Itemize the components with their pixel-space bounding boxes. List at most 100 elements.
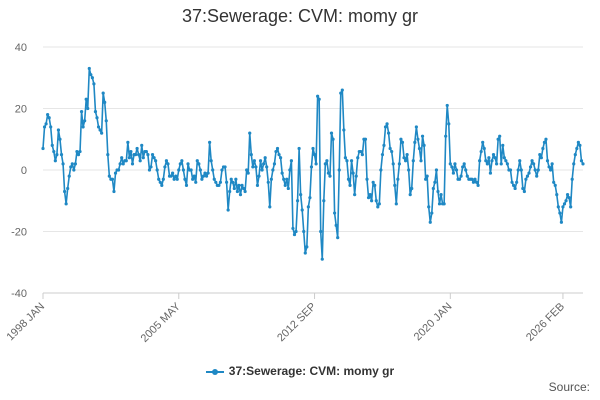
data-point (206, 171, 210, 175)
data-point (559, 220, 564, 224)
x-tick-label: 2005 MAY (139, 300, 184, 345)
data-point (385, 122, 389, 126)
data-point (246, 171, 250, 175)
data-point (562, 202, 567, 206)
data-point (419, 159, 423, 163)
x-tick-label: 2026 FEB (524, 301, 567, 344)
data-point (394, 202, 398, 206)
data-point (258, 159, 263, 163)
data-point (453, 162, 457, 166)
data-point (487, 156, 491, 160)
data-point (371, 180, 375, 184)
data-point (203, 171, 207, 175)
data-point (169, 174, 173, 178)
data-point (160, 183, 164, 187)
data-point (61, 162, 65, 166)
legend[interactable]: 37:Sewerage: CVM: momy gr (0, 364, 600, 378)
data-point (78, 149, 82, 154)
data-point (461, 165, 465, 169)
data-point (223, 165, 227, 169)
data-point (434, 168, 439, 172)
data-point (510, 180, 514, 184)
data-point (295, 199, 300, 203)
data-point (191, 177, 195, 181)
data-point (473, 177, 477, 181)
data-point (90, 76, 94, 80)
data-point (288, 168, 292, 172)
data-point (95, 116, 99, 120)
data-point (410, 186, 414, 191)
data-point (329, 131, 334, 135)
data-point (271, 168, 275, 172)
data-point (437, 202, 442, 206)
data-point (462, 162, 466, 166)
data-point (333, 211, 337, 215)
data-point (511, 183, 516, 187)
data-point (58, 137, 62, 141)
data-point (291, 226, 295, 231)
data-point (411, 159, 415, 163)
data-point (76, 153, 81, 157)
data-point (482, 146, 486, 151)
data-point (536, 168, 540, 172)
data-point (382, 143, 386, 147)
data-point (100, 131, 104, 135)
data-point (263, 156, 267, 160)
data-point (427, 205, 431, 209)
y-axis: 40 20 0 -20 -40 (11, 42, 27, 300)
data-point (129, 149, 133, 154)
data-point (521, 186, 525, 191)
data-point (416, 137, 420, 141)
data-point (275, 146, 280, 151)
data-point (488, 171, 493, 175)
data-point (268, 205, 272, 209)
data-point (470, 177, 474, 181)
chart-title: 37:Sewerage: CVM: momy gr (181, 6, 419, 26)
data-point (140, 143, 144, 147)
data-point (576, 140, 580, 144)
data-point (498, 134, 502, 138)
data-point (305, 245, 309, 249)
data-point (232, 186, 236, 191)
data-point (69, 165, 73, 169)
data-point (59, 153, 64, 157)
data-point (396, 177, 400, 181)
data-point (433, 180, 437, 184)
data-point (299, 193, 303, 197)
data-point (370, 199, 374, 203)
data-point (96, 125, 101, 129)
data-point (309, 165, 314, 169)
data-point (326, 171, 331, 175)
data-point (496, 137, 500, 141)
y-tick-label: -20 (11, 227, 27, 239)
data-point (366, 196, 371, 200)
data-point (155, 168, 159, 172)
data-point (485, 162, 489, 166)
data-point (285, 177, 289, 181)
data-point (439, 193, 443, 197)
data-point (393, 183, 397, 187)
data-point (98, 128, 102, 132)
data-point (46, 113, 50, 117)
data-point (431, 186, 435, 191)
data-point (542, 140, 547, 144)
data-point (174, 174, 178, 178)
legend-marker-icon (205, 368, 224, 375)
data-point (519, 168, 523, 172)
data-point (319, 229, 323, 234)
data-point (317, 97, 321, 101)
data-point (217, 183, 221, 187)
data-point (541, 146, 545, 151)
data-point (231, 180, 235, 184)
data-point (252, 159, 256, 163)
data-point (280, 171, 284, 175)
data-point (316, 94, 320, 98)
data-point (491, 153, 496, 157)
data-point (64, 202, 68, 206)
data-point (234, 177, 238, 181)
data-point (47, 116, 51, 120)
data-point (67, 174, 71, 178)
data-point (138, 159, 142, 163)
data-point (414, 125, 418, 129)
data-point (314, 162, 318, 166)
